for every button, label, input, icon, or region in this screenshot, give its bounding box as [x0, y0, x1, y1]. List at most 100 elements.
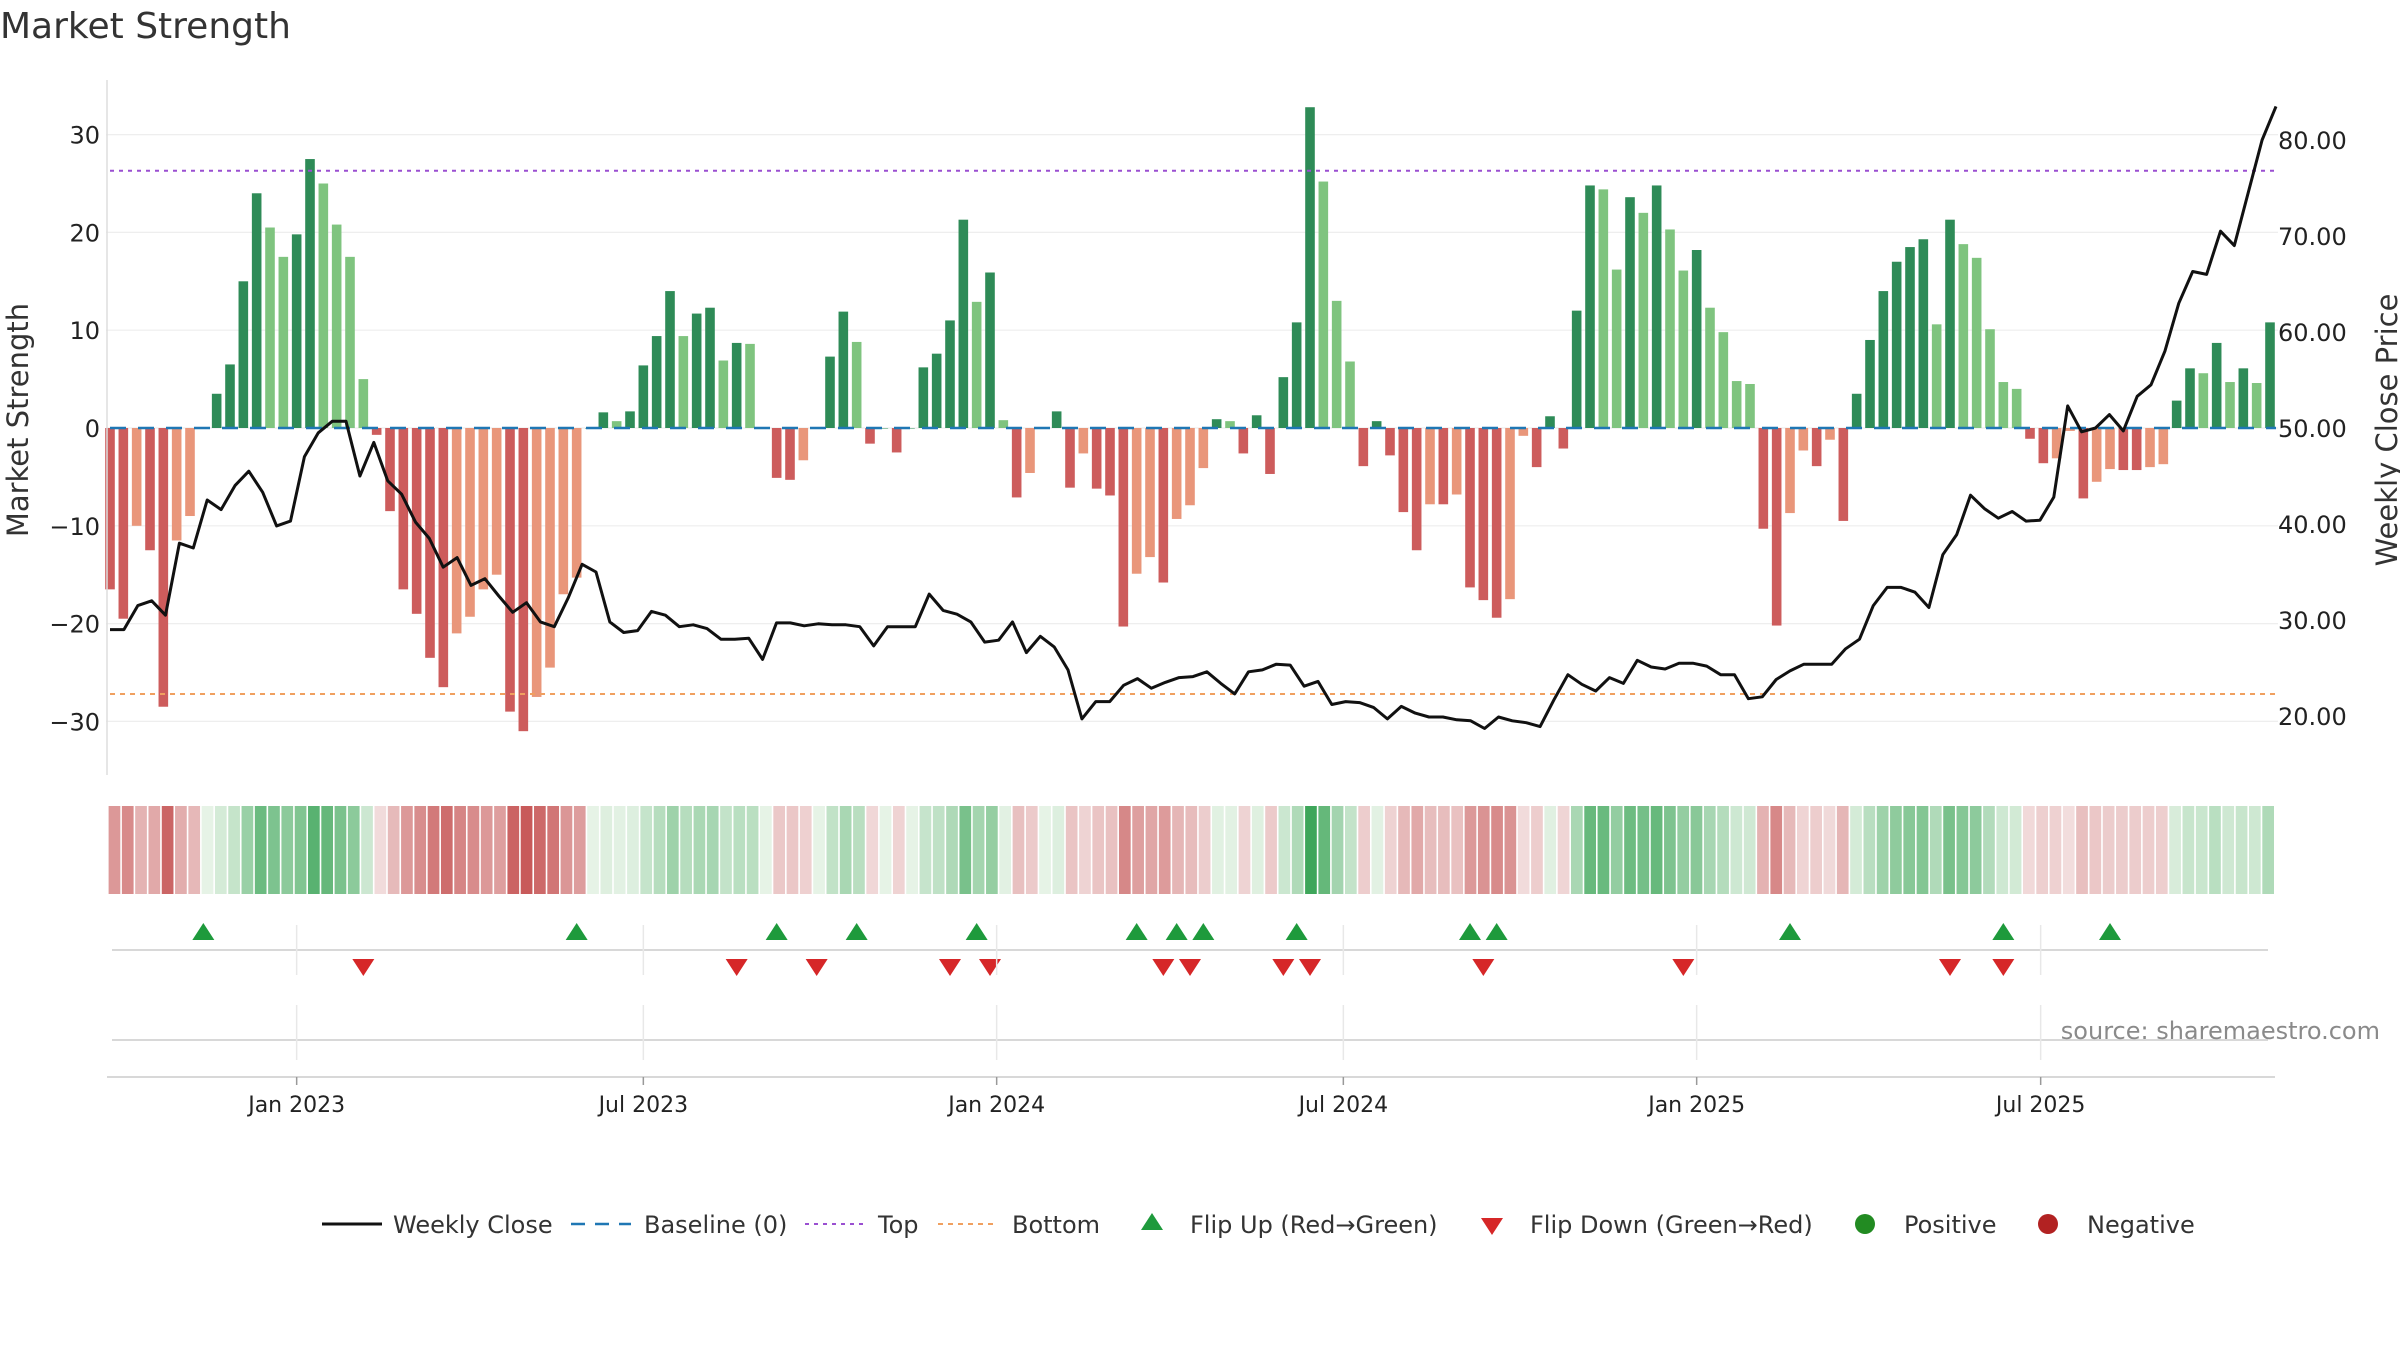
strength-bar [1905, 247, 1915, 428]
strength-bar [1491, 428, 1502, 618]
strength-bar [2078, 428, 2089, 499]
heatmap-cell [1504, 806, 1517, 894]
strength-bar [1731, 381, 1742, 428]
strength-bar [1158, 428, 1169, 583]
strength-bar [638, 365, 649, 428]
y2-tick-label: 40.00 [2278, 511, 2347, 539]
strength-bar [478, 428, 489, 590]
y2-tick-label: 60.00 [2278, 319, 2347, 347]
heatmap-cell [853, 806, 865, 894]
heatmap-cell [1318, 806, 1331, 894]
legend-swatch-flip-down-icon [1481, 1218, 1503, 1235]
flip-down-marker [1152, 959, 1175, 976]
x-tick-label: Jul 2024 [1297, 1093, 1389, 1118]
strength-bar [1438, 428, 1449, 505]
strength-bar [891, 428, 902, 453]
legend-label: Flip Down (Green→Red) [1530, 1211, 1813, 1239]
strength-bar [1425, 428, 1435, 505]
strength-bar [118, 428, 129, 619]
heatmap-cell [427, 806, 440, 894]
heatmap-cell [1783, 806, 1796, 894]
heatmap-cell [374, 806, 387, 894]
heatmap-cell [228, 806, 240, 894]
strength-bar [1171, 428, 1182, 519]
strength-bar [985, 272, 995, 428]
y2-tick-label: 70.00 [2278, 223, 2347, 251]
strength-bar [1025, 428, 1035, 473]
flip-down-marker [939, 959, 961, 976]
heatmap-cell [1650, 806, 1663, 894]
flip-up-marker [1992, 923, 2015, 940]
strength-bar [1865, 339, 1875, 428]
flip-down-marker [1672, 959, 1695, 976]
axes: 30 20 10 0 −10 −20 −30 80.00 70.00 60.00 50.00 40.0… [49, 80, 2347, 775]
heatmap-cell [2182, 806, 2195, 894]
strength-bar [331, 224, 342, 428]
strength-bar [1705, 307, 1715, 428]
strength-bar [785, 428, 795, 480]
strength-bar [1851, 393, 1862, 428]
strength-bar [2185, 368, 2195, 428]
strength-bar [1558, 428, 1569, 449]
strength-bar [2145, 428, 2155, 468]
flip-up-marker [765, 923, 788, 940]
flip-up-marker [192, 923, 215, 940]
strength-bar [545, 428, 555, 668]
heatmap-cell [175, 806, 187, 894]
heatmap-cell [1943, 806, 1955, 894]
strength-bar [931, 353, 942, 428]
strength-bar [798, 428, 809, 461]
heatmap-cell [480, 806, 493, 894]
flip-up-marker [1285, 923, 1308, 940]
strength-bar [1785, 428, 1795, 514]
heatmap-cell [1105, 806, 1118, 894]
strength-bar [398, 428, 409, 590]
flip-down-marker [979, 959, 1001, 976]
strength-bar [1545, 416, 1555, 428]
strength-bar [678, 336, 689, 428]
strength-bar [1398, 428, 1409, 513]
heatmap-cell [2062, 806, 2075, 894]
y2-tick-label: 30.00 [2278, 607, 2347, 635]
strength-bar [1798, 428, 1809, 451]
strength-bar [918, 367, 929, 428]
strength-bar [745, 343, 755, 428]
legend-label: Positive [1904, 1211, 1997, 1239]
strength-bar [385, 428, 395, 512]
strength-bar [105, 428, 115, 590]
heatmap-cell [241, 806, 254, 894]
strength-bar [2265, 322, 2275, 428]
heatmap-cell [746, 806, 759, 894]
strength-bar [665, 291, 675, 428]
legend-label: Baseline (0) [644, 1211, 787, 1239]
heatmap-cell [1238, 806, 1251, 894]
heatmap-cell [214, 806, 227, 894]
weekly-close-line [110, 105, 2278, 730]
heatmap-cell [2262, 806, 2274, 894]
strength-bar [1745, 383, 1755, 428]
flip-up-marker [1125, 923, 1148, 940]
heatmap-cell [1331, 806, 1344, 894]
strength-bar [1531, 428, 1542, 468]
strength-bar [651, 336, 662, 428]
heatmap-cell [1012, 806, 1025, 894]
heatmap-cell [959, 806, 972, 894]
strength-bar [571, 428, 582, 578]
heatmap-cell [1092, 806, 1105, 894]
time-axis: Jan 2023 Jul 2023 Jan 2024 Jul 2024 Jan 2025… [107, 925, 2275, 1118]
heatmap-cell [494, 806, 506, 894]
strength-bar [211, 393, 222, 428]
heatmap-cell [1398, 806, 1410, 894]
heatmap-cell [613, 806, 626, 894]
heatmap-cell [1757, 806, 1769, 894]
heatmap-cell [2155, 806, 2168, 894]
strength-bar [2038, 428, 2049, 464]
strength-bar [1665, 229, 1675, 428]
flip-down-marker [1939, 959, 1961, 976]
strength-bar [1411, 428, 1422, 551]
heatmap-cell [720, 806, 732, 894]
strength-bar [2091, 428, 2102, 482]
strength-bar [611, 421, 622, 428]
strength-bar [1518, 428, 1529, 436]
y-tick-label: 20 [69, 219, 100, 247]
